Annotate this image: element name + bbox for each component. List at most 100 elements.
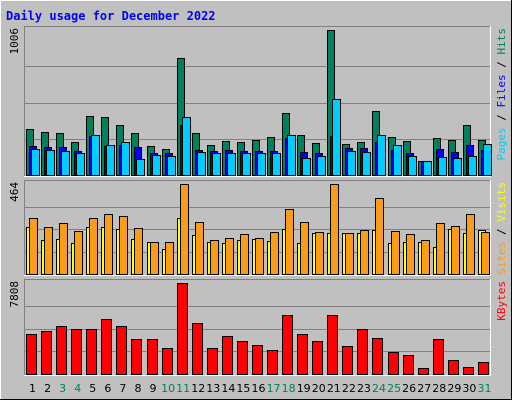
bar-kbytes-day-25	[388, 352, 399, 375]
bar-sites-day-9	[150, 242, 159, 275]
bar-pages-day-11	[182, 117, 191, 176]
bar-kbytes-day-27	[418, 368, 429, 375]
bar-kbytes-day-18	[282, 315, 293, 375]
bar-pages-day-18	[287, 135, 296, 176]
bar-sites-day-27	[421, 240, 430, 275]
bar-kbytes-day-3	[56, 326, 67, 375]
bar-sites-day-11	[180, 184, 189, 275]
day-label-23: 23	[357, 382, 371, 395]
day-label-27: 27	[417, 382, 431, 395]
day-label-26: 26	[402, 382, 416, 395]
bar-pages-day-7	[121, 142, 130, 176]
day-label-31: 31	[477, 382, 491, 395]
day-label-11: 11	[176, 382, 190, 395]
bar-kbytes-day-31	[478, 362, 489, 375]
bar-sites-day-14	[225, 238, 234, 275]
bar-sites-day-17	[270, 232, 279, 275]
day-label-1: 1	[29, 382, 36, 395]
bar-sites-day-5	[89, 218, 98, 275]
panel-visits-sites-max-label: 464	[8, 182, 21, 202]
day-label-13: 13	[206, 382, 220, 395]
legend-part-0: Pages	[495, 127, 508, 160]
panel-hits-files-pages: 1006 Pages / Files / Hits	[8, 26, 508, 177]
chart-panels: 1006 Pages / Files / Hits 464 Sites / Visit…	[8, 26, 508, 376]
day-label-22: 22	[342, 382, 356, 395]
bar-pages-day-14	[227, 153, 236, 176]
bar-pages-day-2	[46, 150, 55, 176]
bar-pages-day-19	[302, 158, 311, 176]
bar-kbytes-day-30	[463, 367, 474, 375]
bar-pages-day-23	[362, 152, 371, 176]
bar-kbytes-day-24	[372, 338, 383, 375]
bar-sites-day-12	[195, 222, 204, 275]
day-label-16: 16	[252, 382, 266, 395]
bar-sites-day-31	[481, 232, 490, 275]
panel-kbytes-max-label: 7808	[8, 281, 21, 308]
bar-pages-day-9	[152, 155, 161, 176]
bar-sites-day-19	[300, 222, 309, 275]
bar-pages-day-30	[468, 156, 477, 176]
bar-pages-day-13	[212, 153, 221, 176]
bar-sites-day-3	[59, 223, 68, 275]
bar-kbytes-day-12	[192, 323, 203, 375]
day-label-21: 21	[327, 382, 341, 395]
bar-pages-day-3	[61, 151, 70, 176]
bar-pages-day-26	[408, 156, 417, 176]
bar-sites-day-25	[391, 231, 400, 275]
bar-kbytes-day-7	[116, 326, 127, 375]
panel-visits-sites-legend: Sites / Visits	[495, 182, 508, 275]
bar-kbytes-day-1	[26, 334, 37, 375]
bar-pages-day-5	[91, 135, 100, 176]
bar-kbytes-day-28	[433, 339, 444, 375]
bar-pages-day-21	[332, 99, 341, 176]
bar-pages-day-20	[317, 156, 326, 176]
bar-sites-day-29	[451, 226, 460, 275]
bar-pages-day-6	[106, 145, 115, 176]
bar-pages-day-27	[423, 161, 432, 176]
bar-sites-day-13	[210, 240, 219, 275]
legend-part-4: Hits	[495, 28, 508, 55]
day-label-4: 4	[74, 382, 81, 395]
bar-kbytes-day-13	[207, 348, 218, 375]
bar-kbytes-day-2	[41, 331, 52, 375]
bar-kbytes-day-5	[86, 329, 97, 375]
bar-pages-day-24	[377, 135, 386, 176]
bar-pages-day-15	[242, 153, 251, 176]
day-label-5: 5	[89, 382, 96, 395]
legend-part-2: Files	[495, 74, 508, 107]
bar-kbytes-day-16	[252, 345, 263, 375]
bar-kbytes-day-17	[267, 350, 278, 375]
panel-kbytes: 7808 KBytes	[8, 279, 508, 376]
day-label-7: 7	[119, 382, 126, 395]
panel-visits-sites: 464 Sites / Visits	[8, 180, 508, 276]
bar-sites-day-21	[330, 184, 339, 275]
bar-pages-day-12	[197, 152, 206, 176]
panel-kbytes-legend: KBytes	[495, 281, 508, 321]
legend-part-1: /	[495, 222, 508, 242]
bar-sites-day-30	[466, 214, 475, 275]
bar-kbytes-day-29	[448, 360, 459, 375]
bar-pages-day-4	[76, 153, 85, 176]
day-label-29: 29	[447, 382, 461, 395]
day-label-18: 18	[282, 382, 296, 395]
bar-pages-day-8	[136, 159, 145, 176]
bar-sites-day-23	[360, 230, 369, 275]
panel-hits-files-pages-legend: Pages / Files / Hits	[495, 28, 508, 161]
bar-sites-day-8	[134, 228, 143, 275]
bar-kbytes-day-6	[101, 319, 112, 375]
bar-kbytes-day-10	[162, 348, 173, 375]
legend-part-2: Visits	[495, 182, 508, 222]
bar-pages-day-16	[257, 153, 266, 176]
bar-sites-day-26	[406, 234, 415, 275]
bar-sites-day-22	[345, 233, 354, 275]
bar-kbytes-day-15	[237, 341, 248, 375]
bar-pages-day-10	[167, 156, 176, 176]
day-label-25: 25	[387, 382, 401, 395]
bar-sites-day-1	[29, 218, 38, 275]
day-label-6: 6	[104, 382, 111, 395]
day-label-10: 10	[161, 382, 175, 395]
day-label-14: 14	[221, 382, 235, 395]
chart-title: Daily usage for December 2022	[6, 9, 216, 23]
day-label-15: 15	[236, 382, 250, 395]
